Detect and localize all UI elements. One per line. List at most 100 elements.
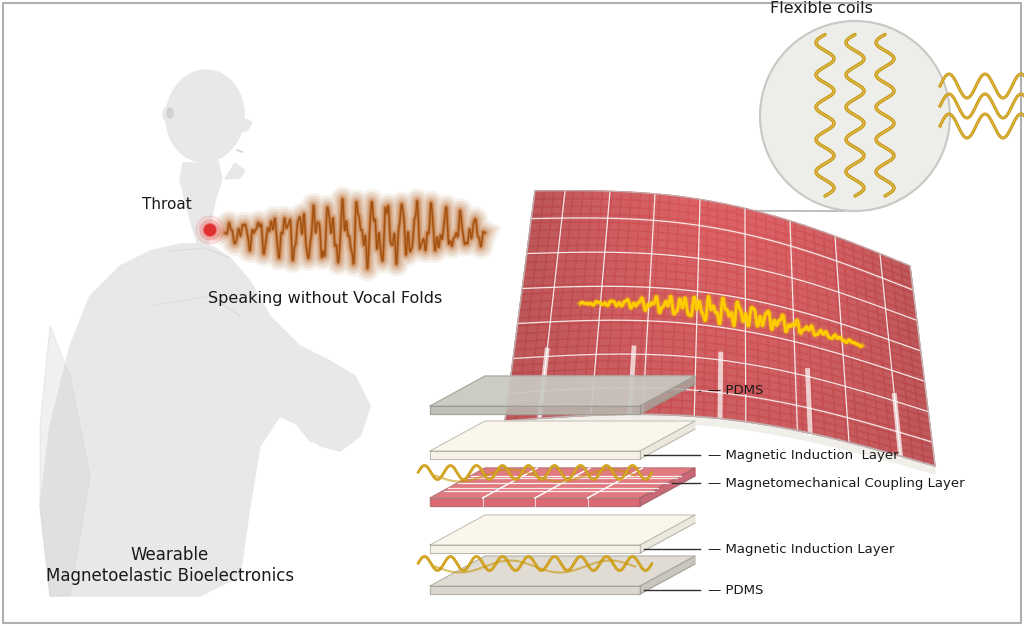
Polygon shape	[862, 247, 872, 257]
Polygon shape	[553, 370, 565, 379]
Polygon shape	[866, 419, 878, 429]
Polygon shape	[529, 301, 541, 309]
Polygon shape	[527, 239, 539, 247]
Polygon shape	[800, 367, 811, 376]
Polygon shape	[675, 287, 686, 295]
Polygon shape	[683, 371, 693, 379]
Polygon shape	[879, 436, 890, 446]
Polygon shape	[630, 361, 640, 369]
Polygon shape	[817, 286, 827, 296]
Polygon shape	[874, 279, 885, 289]
Polygon shape	[818, 307, 828, 318]
Polygon shape	[905, 390, 916, 401]
Polygon shape	[627, 414, 637, 423]
Polygon shape	[654, 285, 666, 294]
Text: — PDMS: — PDMS	[708, 583, 763, 597]
Polygon shape	[727, 264, 737, 273]
Polygon shape	[609, 338, 621, 346]
Polygon shape	[593, 407, 605, 415]
Polygon shape	[806, 269, 816, 279]
Polygon shape	[776, 260, 786, 270]
Polygon shape	[878, 429, 890, 439]
Polygon shape	[544, 269, 555, 277]
Polygon shape	[527, 411, 539, 419]
Polygon shape	[693, 386, 705, 394]
Polygon shape	[865, 405, 877, 415]
Polygon shape	[871, 359, 883, 369]
Polygon shape	[857, 431, 868, 441]
Polygon shape	[632, 322, 643, 331]
Polygon shape	[697, 237, 708, 245]
Polygon shape	[758, 365, 769, 374]
Polygon shape	[796, 259, 806, 269]
Polygon shape	[681, 408, 692, 416]
Polygon shape	[746, 245, 757, 255]
Polygon shape	[727, 256, 737, 265]
Polygon shape	[907, 404, 919, 414]
Polygon shape	[707, 253, 717, 262]
Polygon shape	[863, 384, 874, 394]
Polygon shape	[746, 260, 757, 270]
Polygon shape	[521, 372, 532, 381]
Polygon shape	[632, 315, 643, 323]
Polygon shape	[844, 392, 855, 402]
Polygon shape	[654, 293, 665, 301]
Polygon shape	[808, 312, 819, 322]
Polygon shape	[536, 340, 547, 349]
Polygon shape	[890, 338, 901, 349]
Polygon shape	[748, 312, 758, 321]
Polygon shape	[686, 280, 696, 289]
Polygon shape	[705, 365, 715, 373]
Polygon shape	[543, 277, 554, 285]
Polygon shape	[640, 515, 695, 553]
Polygon shape	[697, 229, 708, 238]
Polygon shape	[645, 270, 656, 278]
Polygon shape	[674, 317, 685, 326]
Polygon shape	[534, 191, 545, 199]
Polygon shape	[835, 257, 845, 267]
Ellipse shape	[163, 106, 173, 121]
Polygon shape	[539, 402, 551, 411]
Polygon shape	[737, 236, 746, 245]
Polygon shape	[913, 373, 925, 383]
Polygon shape	[737, 280, 746, 290]
Polygon shape	[628, 384, 639, 391]
Polygon shape	[570, 214, 581, 222]
Polygon shape	[687, 243, 697, 252]
Polygon shape	[558, 324, 569, 332]
Polygon shape	[807, 290, 817, 300]
Polygon shape	[588, 237, 598, 245]
Polygon shape	[802, 410, 813, 419]
Polygon shape	[618, 361, 630, 369]
Polygon shape	[795, 230, 805, 240]
Polygon shape	[829, 339, 841, 349]
Polygon shape	[727, 271, 737, 280]
Polygon shape	[667, 256, 677, 264]
Polygon shape	[580, 315, 591, 323]
Polygon shape	[620, 346, 631, 353]
Polygon shape	[573, 385, 585, 393]
Polygon shape	[675, 302, 685, 310]
Polygon shape	[621, 330, 632, 338]
Polygon shape	[877, 306, 888, 317]
Polygon shape	[788, 335, 800, 345]
Polygon shape	[628, 230, 638, 239]
Polygon shape	[717, 255, 727, 264]
Polygon shape	[527, 325, 539, 333]
Polygon shape	[549, 409, 561, 418]
Polygon shape	[692, 401, 703, 409]
Polygon shape	[795, 222, 805, 233]
Polygon shape	[608, 222, 620, 230]
Polygon shape	[791, 401, 802, 410]
Polygon shape	[652, 339, 663, 347]
Polygon shape	[872, 264, 884, 275]
Polygon shape	[855, 409, 866, 419]
Polygon shape	[550, 222, 560, 230]
Polygon shape	[839, 321, 850, 331]
Polygon shape	[688, 205, 698, 214]
Polygon shape	[651, 354, 663, 362]
Polygon shape	[613, 284, 625, 292]
Polygon shape	[577, 354, 588, 362]
Polygon shape	[858, 321, 869, 331]
Polygon shape	[575, 261, 586, 269]
